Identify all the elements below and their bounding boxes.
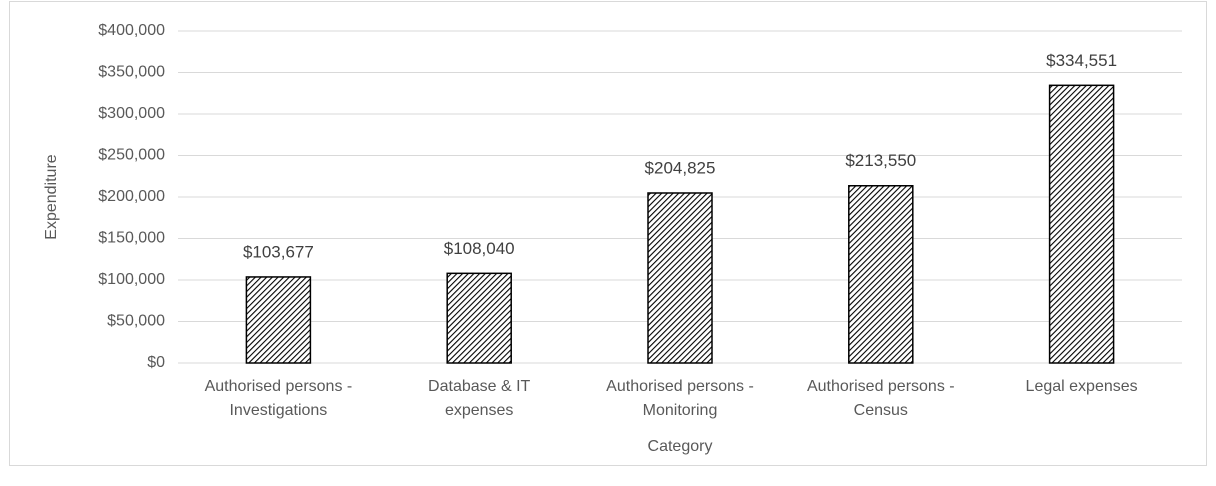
- y-tick-label: $400,000: [98, 22, 165, 39]
- chart-border: [9, 1, 1207, 466]
- x-tick-label: Authorised persons -: [807, 378, 955, 395]
- bar: [446, 272, 512, 364]
- x-tick-label: Monitoring: [643, 402, 718, 419]
- x-tick-label: Investigations: [229, 402, 327, 419]
- y-tick-label: $300,000: [98, 105, 165, 122]
- data-label: $334,551: [1046, 51, 1117, 70]
- y-axis-title: Expenditure: [43, 154, 60, 239]
- data-label: $213,550: [845, 151, 916, 170]
- bar: [848, 185, 914, 364]
- y-tick-label: $350,000: [98, 64, 165, 81]
- y-tick-label: $250,000: [98, 147, 165, 164]
- data-label: $103,677: [243, 242, 314, 261]
- x-tick-label: Authorised persons -: [606, 378, 754, 395]
- y-tick-label: $50,000: [107, 313, 165, 330]
- x-tick-label: Legal expenses: [1026, 378, 1138, 395]
- x-tick-label: Database & IT: [428, 378, 531, 395]
- data-label: $108,040: [444, 239, 515, 258]
- x-axis-title: Category: [648, 438, 713, 455]
- y-tick-label: $100,000: [98, 271, 165, 288]
- bar: [647, 192, 713, 364]
- x-tick-label: Census: [854, 402, 908, 419]
- x-tick-label: expenses: [445, 402, 514, 419]
- y-tick-label: $150,000: [98, 230, 165, 247]
- bar: [1048, 84, 1115, 364]
- data-label: $204,825: [645, 158, 716, 177]
- x-tick-label: Authorised persons -: [205, 378, 353, 395]
- bar: [245, 276, 312, 364]
- y-tick-label: $0: [147, 354, 165, 371]
- y-tick-label: $200,000: [98, 188, 165, 205]
